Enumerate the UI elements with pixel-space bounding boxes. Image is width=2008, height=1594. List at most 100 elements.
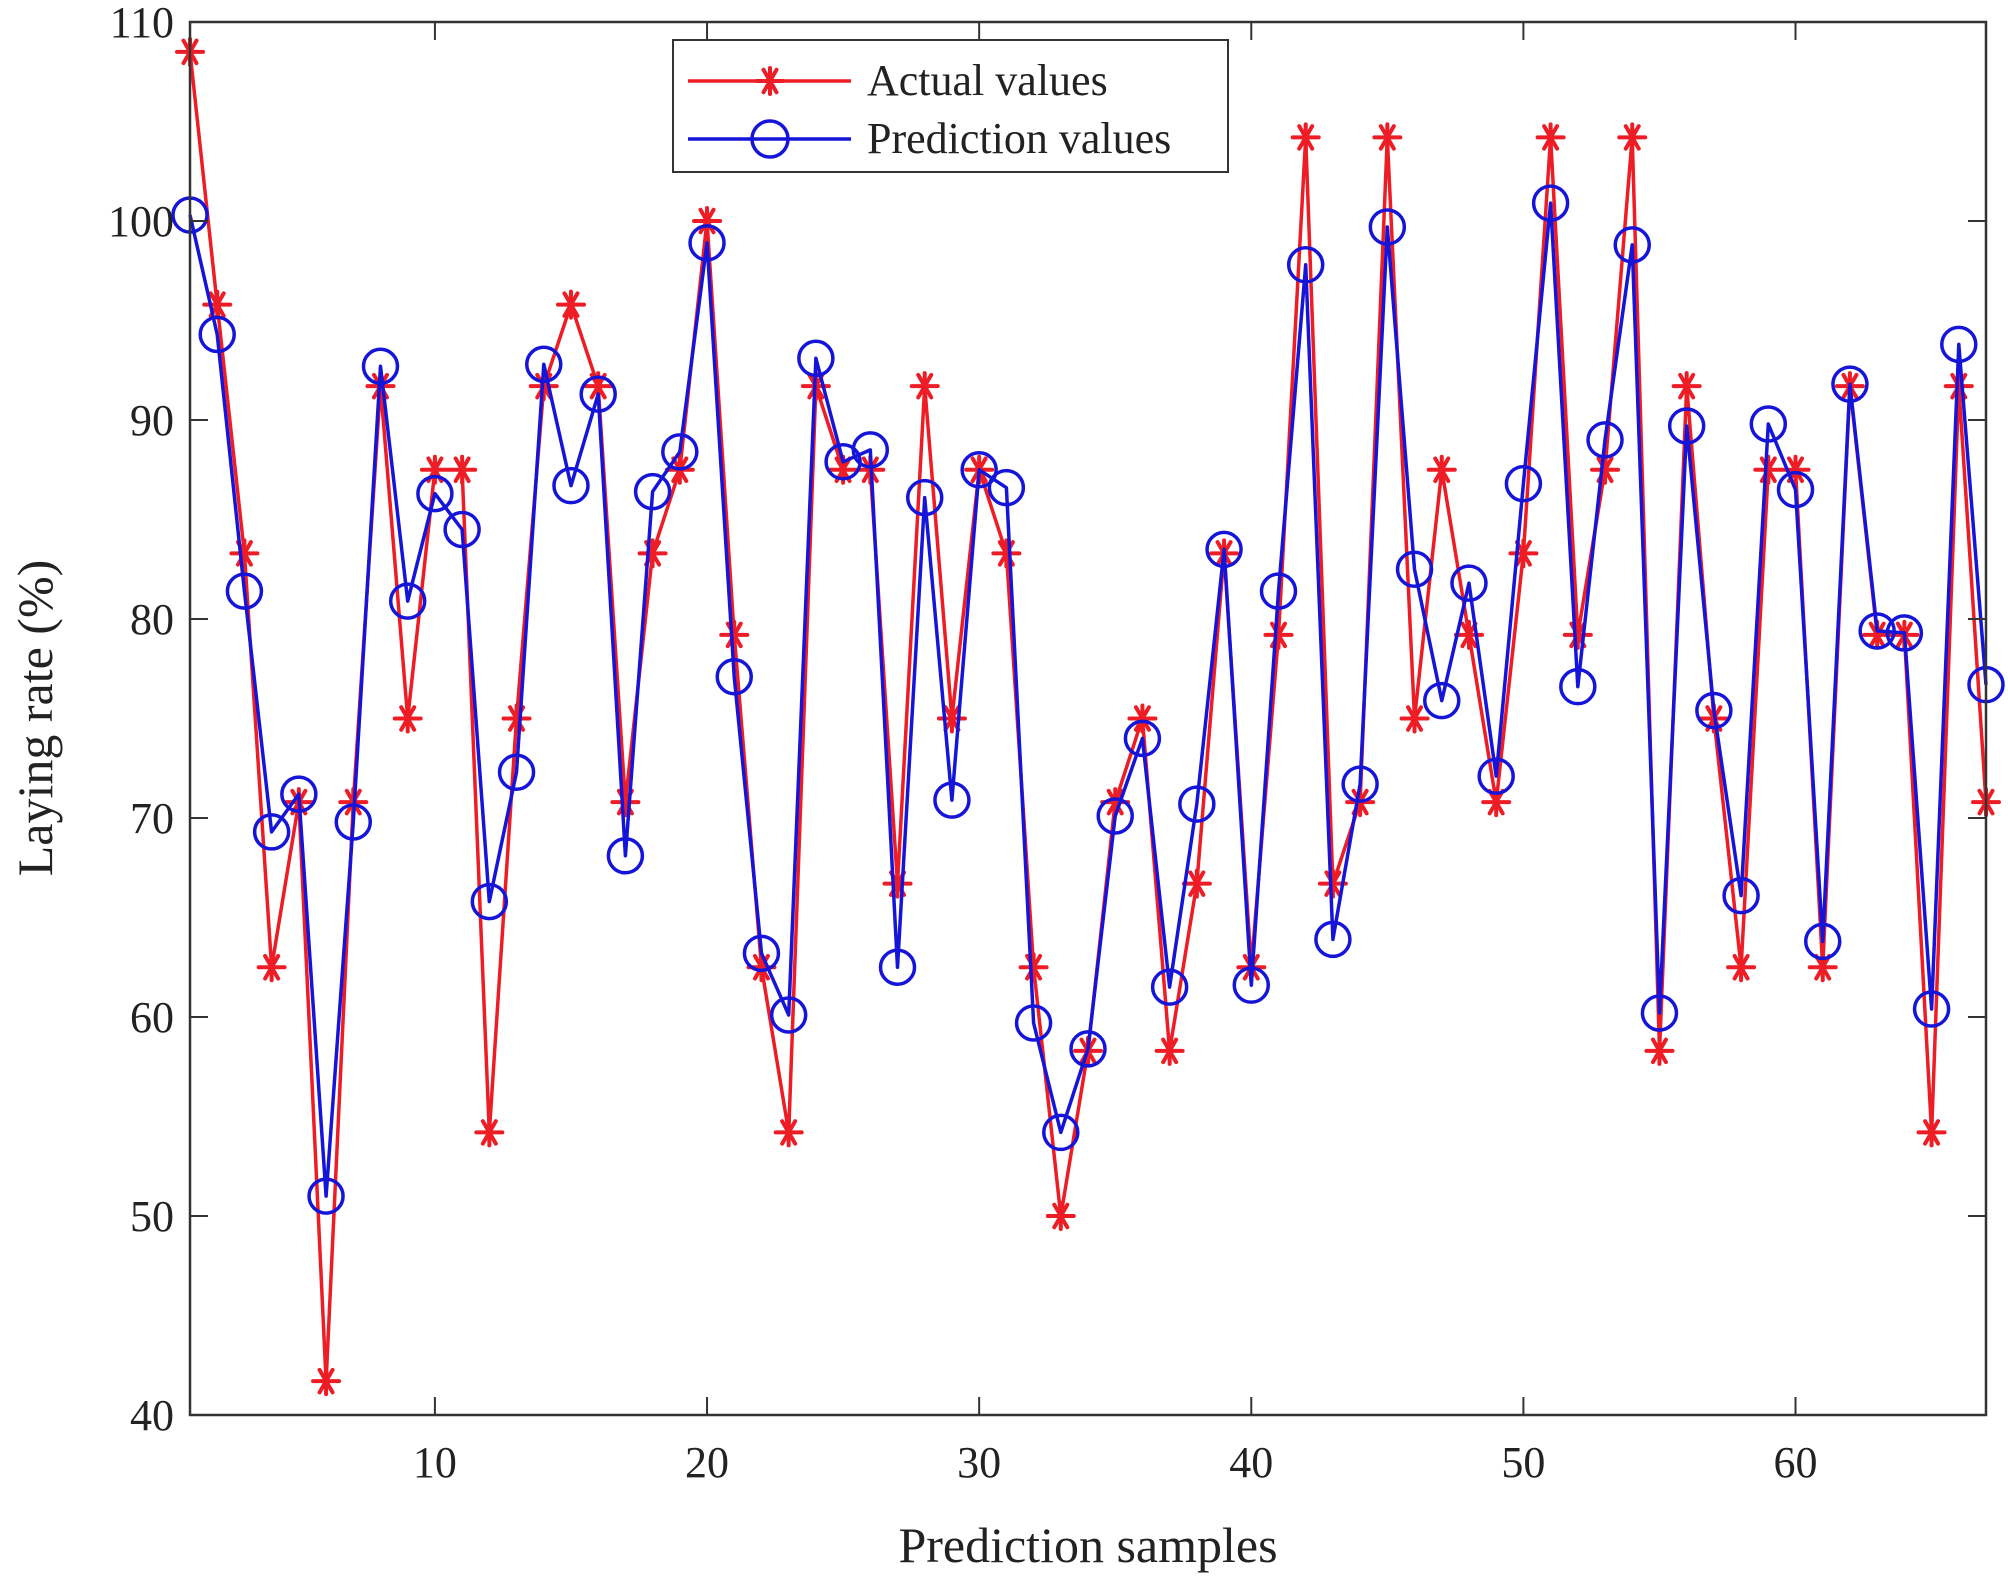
y-tick-label: 110 (110, 0, 174, 47)
prediction-point (470, 882, 509, 921)
prediction-point (1613, 226, 1651, 264)
actual-point (474, 1117, 505, 1148)
legend-asterisk (755, 66, 785, 96)
prediction-point (1858, 612, 1896, 650)
prediction-point (1667, 407, 1706, 445)
prediction-point (552, 466, 590, 505)
prediction-point (1722, 876, 1760, 915)
prediction-point (1042, 1113, 1080, 1152)
prediction-point (1178, 785, 1216, 823)
y-tick-label: 40 (130, 1391, 174, 1440)
x-tick-label: 40 (1229, 1438, 1273, 1487)
prediction-point (1232, 966, 1271, 1004)
prediction-point (1586, 421, 1624, 459)
y-tick-label: 100 (108, 197, 174, 246)
x-tick-label: 60 (1774, 1438, 1818, 1487)
prediction-point (334, 803, 373, 841)
prediction-point (1803, 922, 1842, 961)
x-axis-title: Prediction samples (898, 1517, 1277, 1573)
prediction-point (661, 433, 699, 471)
x-tick-label: 20 (685, 1438, 729, 1487)
prediction-point (1940, 325, 1978, 364)
prediction-point (742, 934, 781, 973)
actual-point (1753, 454, 1784, 485)
actual-point (909, 371, 940, 402)
prediction-point (307, 1177, 345, 1215)
prediction-point (1150, 968, 1189, 1006)
prediction-point (851, 431, 890, 469)
prediction-point (497, 753, 536, 791)
prediction-point (579, 375, 617, 413)
actual-point (1916, 1117, 1947, 1148)
prediction-point (1695, 691, 1733, 730)
prediction-point (525, 345, 563, 384)
actual-point (692, 206, 723, 236)
actual-point (1399, 703, 1430, 734)
series-layer (171, 36, 2005, 1397)
actual-point (256, 952, 287, 983)
prediction-point (1123, 719, 1162, 758)
plot-frame (188, 20, 1988, 1417)
actual-point (392, 703, 423, 734)
y-axis-title: Laying rate (%) (7, 560, 63, 877)
prediction-point (1531, 184, 1570, 222)
prediction-point (933, 781, 971, 819)
prediction-point (280, 775, 318, 813)
prediction-point (1749, 405, 1788, 443)
plot-background (190, 22, 1986, 1415)
actual-point (447, 454, 478, 485)
actual-point (1644, 1035, 1675, 1066)
prediction-point (1395, 550, 1434, 588)
prediction-point (1286, 246, 1325, 284)
prediction-point (715, 657, 753, 696)
y-tick-label: 70 (130, 794, 174, 843)
y-tick-label: 50 (130, 1192, 174, 1241)
actual-point (1426, 454, 1457, 485)
prediction-point (1477, 757, 1515, 795)
prediction-point (1912, 990, 1951, 1028)
prediction-point (361, 347, 400, 386)
prediction-point (797, 339, 835, 378)
prediction-point (1423, 681, 1461, 720)
prediction-point (1776, 470, 1815, 509)
actual-point (555, 289, 586, 320)
prediction-point (1341, 765, 1379, 803)
prediction-point (1259, 572, 1298, 610)
x-tick-label: 30 (957, 1438, 1001, 1487)
legend: Actual values Prediction values (672, 39, 1229, 173)
prediction-point (1559, 667, 1597, 706)
actual-point (1807, 952, 1838, 983)
actual-point (773, 1117, 804, 1148)
prediction-point (633, 472, 672, 511)
x-tick-label: 50 (1501, 1438, 1545, 1487)
prediction-point (1450, 564, 1488, 602)
actual-point (1535, 122, 1566, 153)
prediction-point (252, 813, 291, 851)
actual-point (1372, 122, 1403, 153)
prediction-point (1096, 797, 1134, 835)
prediction-point (1014, 1004, 1053, 1042)
prediction-line (188, 201, 1988, 1198)
actual-point (1154, 1035, 1185, 1066)
prediction-point (443, 510, 481, 549)
x-tick-label: 10 (413, 1438, 457, 1487)
actual-point (1181, 868, 1212, 899)
y-tick-label: 90 (130, 396, 174, 445)
prediction-point (905, 478, 944, 517)
prediction-point (960, 451, 998, 489)
prediction-point (688, 224, 726, 262)
prediction-point (1314, 920, 1352, 959)
prediction-point (1205, 530, 1243, 569)
prediction-point (1368, 208, 1407, 246)
prediction-point (388, 582, 427, 620)
legend-prediction-label: Prediction values (867, 114, 1171, 163)
legend-box (672, 39, 1229, 173)
prediction-point (606, 837, 645, 875)
actual-point (1453, 619, 1484, 650)
prediction-point (1831, 365, 1869, 403)
actual-point (1127, 703, 1158, 734)
prediction-point (1504, 464, 1543, 503)
prediction-point (416, 474, 454, 513)
